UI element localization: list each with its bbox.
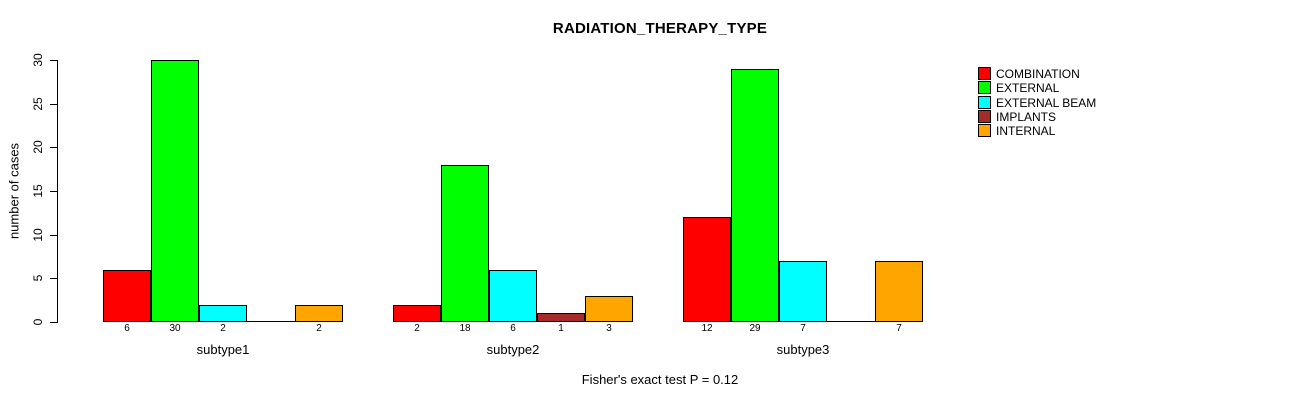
bar-subtype3-internal	[875, 261, 923, 322]
bar-value-label: 1	[558, 323, 564, 334]
legend-swatch-internal	[978, 124, 991, 137]
bar-subtype3-combination	[683, 217, 731, 322]
y-axis-tick-label: 10	[31, 227, 45, 242]
annotation-caption: Fisher's exact test P = 0.12	[581, 372, 739, 387]
bar-value-label: 7	[896, 323, 902, 334]
legend-item-external-beam: EXTERNAL BEAM	[978, 95, 1097, 110]
legend-label: EXTERNAL BEAM	[996, 95, 1097, 110]
y-axis-tick	[50, 322, 57, 323]
bar-value-label: 18	[459, 323, 471, 334]
legend-item-implants: IMPLANTS	[978, 109, 1057, 124]
bar-value-label: 2	[220, 323, 226, 334]
bar-value-label: 3	[606, 323, 612, 334]
legend-swatch-implants	[978, 110, 991, 123]
bar-subtype2-external	[441, 165, 489, 322]
y-axis-line	[57, 60, 58, 323]
legend-item-combination: COMBINATION	[978, 66, 1080, 81]
y-axis-label: number of cases	[6, 142, 22, 240]
legend-item-internal: INTERNAL	[978, 123, 1056, 138]
bar-subtype1-internal	[295, 305, 343, 322]
legend-swatch-external-beam	[978, 96, 991, 109]
y-axis-tick	[50, 191, 57, 192]
zero-bar-subtype1-implants	[247, 321, 295, 322]
x-axis-category-label: subtype3	[776, 342, 830, 357]
bar-subtype3-external	[731, 69, 779, 322]
bar-subtype1-external-beam	[199, 305, 247, 322]
x-axis-category-label: subtype1	[196, 342, 250, 357]
bar-value-label: 6	[124, 323, 130, 334]
y-axis-tick	[50, 103, 57, 105]
y-axis-tick-label: 0	[31, 318, 45, 326]
bar-subtype2-internal	[585, 296, 633, 322]
bar-subtype2-combination	[393, 305, 441, 322]
y-axis-tick-label: 20	[31, 140, 45, 155]
bar-value-label: 30	[169, 323, 181, 334]
legend-swatch-external	[978, 81, 991, 94]
bar-value-label: 2	[414, 323, 420, 334]
y-axis-tick	[50, 60, 57, 61]
chart-title: RADIATION_THERAPY_TYPE	[552, 20, 768, 37]
bar-subtype2-external-beam	[489, 270, 537, 322]
zero-bar-subtype3-implants	[827, 321, 875, 322]
bar-subtype1-external	[151, 60, 199, 322]
bar-subtype2-implants	[537, 313, 585, 322]
y-axis-tick-label: 25	[31, 96, 45, 111]
bar-value-label: 29	[749, 323, 761, 334]
legend-swatch-combination	[978, 67, 991, 80]
bar-value-label: 6	[510, 323, 516, 334]
bar-value-label: 12	[701, 323, 713, 334]
legend-label: INTERNAL	[996, 123, 1056, 138]
legend-label: IMPLANTS	[996, 109, 1057, 124]
y-axis-tick-label: 15	[31, 184, 45, 198]
y-axis-tick-label: 5	[31, 274, 45, 282]
y-axis-tick	[50, 234, 57, 236]
legend-item-external: EXTERNAL	[978, 80, 1060, 95]
bar-value-label: 7	[800, 323, 806, 334]
y-axis-tick	[50, 278, 57, 280]
legend-label: COMBINATION	[996, 66, 1080, 81]
legend-label: EXTERNAL	[996, 80, 1060, 95]
bar-value-label: 2	[316, 323, 322, 334]
y-axis-tick-label: 30	[31, 53, 45, 67]
bar-subtype3-external-beam	[779, 261, 827, 322]
bar-subtype1-combination	[103, 270, 151, 322]
x-axis-category-label: subtype2	[486, 342, 540, 357]
y-axis-tick	[50, 147, 57, 149]
